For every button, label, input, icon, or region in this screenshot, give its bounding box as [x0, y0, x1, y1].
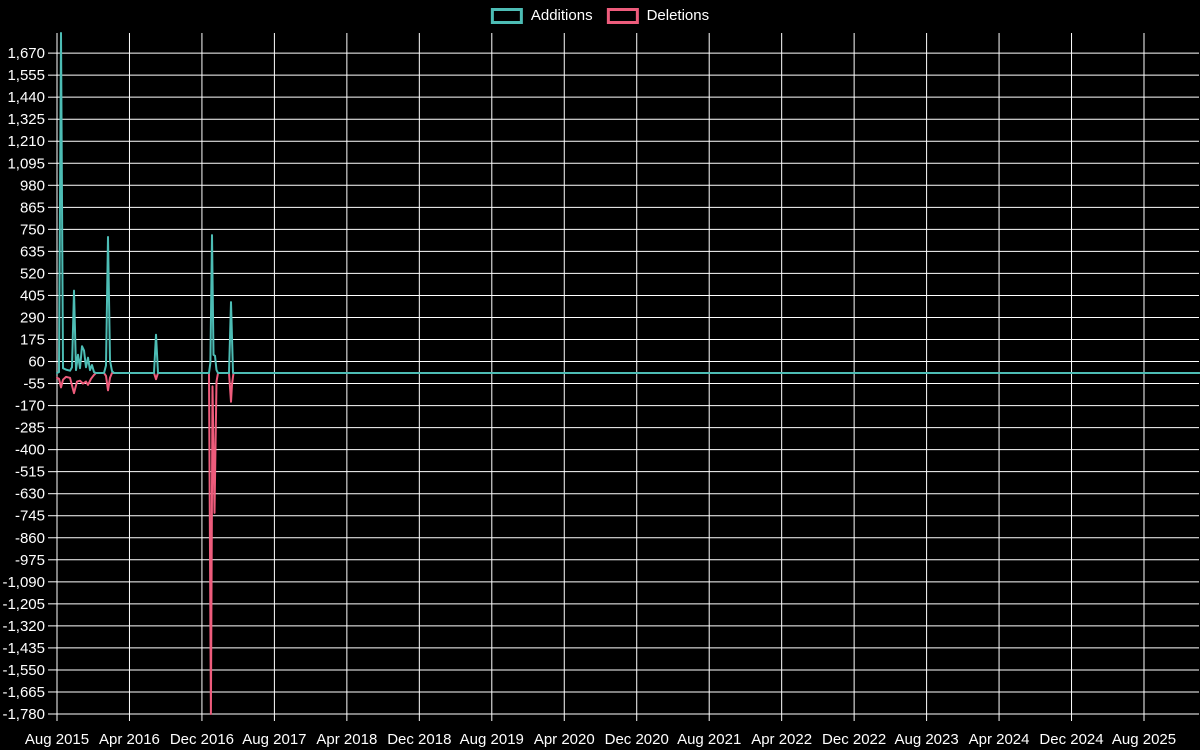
- additions-line-path: [56, 32, 1200, 374]
- y-tick-label: -1,665: [2, 684, 45, 701]
- y-tick-label: 1,210: [7, 133, 45, 150]
- x-tick-marks: [56, 714, 1145, 721]
- y-tick-label: -1,320: [2, 618, 45, 635]
- y-tick-label: -1,205: [2, 596, 45, 613]
- y-tick-label: 1,325: [7, 111, 45, 128]
- y-tick-label: 1,670: [7, 45, 45, 62]
- legend-item-deletions[interactable]: Deletions: [606, 7, 710, 25]
- x-tick-label: Aug 2025: [1112, 731, 1176, 748]
- y-tick-label: -630: [15, 486, 45, 503]
- x-tick-label: Dec 2020: [605, 731, 669, 748]
- y-tick-label: 60: [28, 354, 45, 371]
- y-tick-marks: [48, 52, 57, 715]
- y-tick-label: -860: [15, 530, 45, 547]
- x-tick-label: Dec 2018: [387, 731, 451, 748]
- y-tick-label: 980: [20, 177, 45, 194]
- y-tick-label: 1,095: [7, 155, 45, 172]
- x-axis-labels: Aug 2015 Apr 2016 Dec 2016 Aug 2017 Apr 2018…: [25, 731, 1176, 748]
- y-tick-label: 865: [20, 199, 45, 216]
- series-lines: [56, 32, 1200, 715]
- legend-label-deletions: Deletions: [646, 7, 710, 24]
- y-tick-label: -1,435: [2, 640, 45, 657]
- y-tick-label: 405: [20, 287, 45, 304]
- y-tick-label: -55: [23, 376, 45, 393]
- y-tick-label: -975: [15, 552, 45, 569]
- x-tick-label: Aug 2019: [460, 731, 524, 748]
- y-tick-label: 520: [20, 265, 45, 282]
- x-tick-label: Apr 2020: [534, 731, 595, 748]
- x-tick-label: Aug 2015: [25, 731, 89, 748]
- y-tick-label: -170: [15, 398, 45, 415]
- deletions-line-path: [56, 372, 1200, 715]
- x-tick-label: Apr 2018: [316, 731, 377, 748]
- y-tick-label: 1,555: [7, 67, 45, 84]
- chart-legend: Additions Deletions: [490, 7, 710, 25]
- y-tick-label: -400: [15, 442, 45, 459]
- additions-swatch-icon: [490, 8, 523, 24]
- x-tick-label: Dec 2016: [170, 731, 234, 748]
- deletions-swatch-icon: [606, 8, 639, 24]
- y-tick-label: 175: [20, 331, 45, 348]
- x-tick-label: Apr 2022: [751, 731, 812, 748]
- x-tick-label: Aug 2021: [677, 731, 741, 748]
- y-tick-label: -745: [15, 508, 45, 525]
- x-tick-label: Aug 2023: [894, 731, 958, 748]
- y-axis-labels: 1,670 1,555 1,440 1,325 1,210 1,095 980 865 750 6…: [2, 45, 45, 723]
- y-tick-label: -515: [15, 464, 45, 481]
- y-gridlines: [57, 52, 1199, 715]
- y-tick-label: -285: [15, 420, 45, 437]
- plot-area[interactable]: [57, 33, 1199, 714]
- x-tick-label: Aug 2017: [242, 731, 306, 748]
- x-tick-label: Apr 2016: [99, 731, 160, 748]
- legend-label-additions: Additions: [530, 7, 593, 24]
- y-tick-label: 1,440: [7, 89, 45, 106]
- y-tick-label: -1,090: [2, 574, 45, 591]
- y-tick-label: -1,780: [2, 706, 45, 723]
- y-tick-label: 290: [20, 309, 45, 326]
- legend-item-additions[interactable]: Additions: [490, 7, 593, 25]
- y-tick-label: 750: [20, 221, 45, 238]
- y-tick-label: 635: [20, 243, 45, 260]
- x-tick-label: Apr 2024: [969, 731, 1030, 748]
- x-tick-label: Dec 2024: [1039, 731, 1103, 748]
- x-tick-label: Dec 2022: [822, 731, 886, 748]
- y-tick-label: -1,550: [2, 662, 45, 679]
